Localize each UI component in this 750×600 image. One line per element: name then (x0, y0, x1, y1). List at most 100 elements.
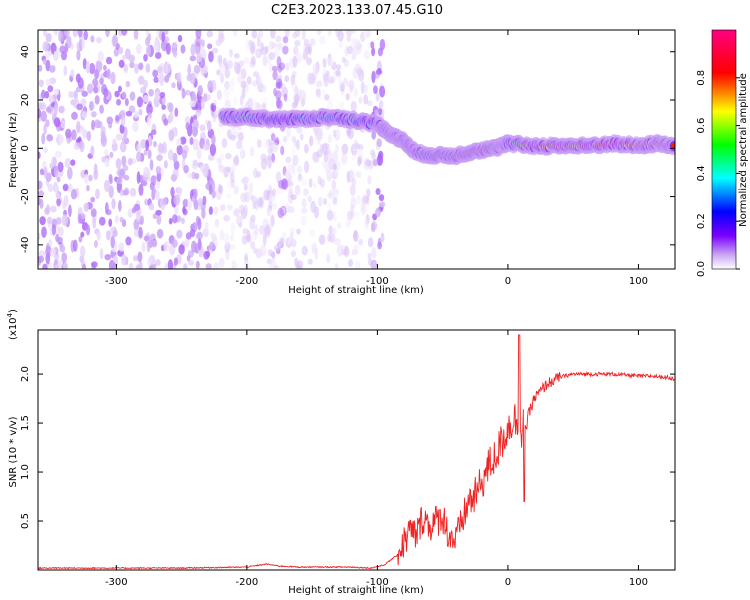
noise-cell (374, 109, 379, 116)
x-tick-label: -300 (105, 276, 128, 287)
noise-cell (244, 252, 249, 263)
noise-cell (231, 260, 238, 269)
noise-cell (157, 66, 163, 74)
noise-cell (154, 190, 160, 201)
noise-cell (290, 238, 297, 248)
noise-cell (49, 77, 57, 85)
noise-cell (258, 30, 264, 38)
noise-cell (327, 56, 335, 67)
noise-cell (353, 244, 360, 253)
noise-cell (56, 176, 61, 183)
noise-cell (229, 48, 233, 58)
noise-cell (259, 244, 267, 257)
noise-cell (52, 157, 57, 167)
noise-cell (127, 208, 133, 218)
noise-cell (259, 225, 266, 235)
noise-cell (168, 217, 173, 225)
noise-cell (50, 205, 57, 213)
noise-cell (190, 43, 196, 56)
noise-cell (93, 169, 99, 181)
noise-cell (345, 218, 351, 228)
noise-cell (71, 111, 78, 120)
noise-cell (291, 135, 297, 143)
noise-cell (143, 235, 150, 242)
noise-cell (129, 91, 136, 101)
noise-cell (134, 63, 139, 74)
noise-cell (332, 210, 337, 222)
noise-cell (287, 163, 292, 177)
noise-cell (201, 208, 206, 219)
noise-cell (118, 200, 122, 212)
noise-cell (233, 60, 238, 73)
noise-cell (303, 143, 309, 154)
noise-cell (312, 62, 320, 76)
noise-cell (197, 238, 202, 251)
noise-cell (232, 30, 238, 37)
noise-cell (60, 51, 68, 61)
noise-cell (364, 219, 369, 229)
noise-cell (143, 79, 148, 89)
noise-cell (271, 42, 278, 49)
noise-cell (365, 159, 372, 167)
noise-cell (250, 214, 256, 223)
noise-cell (103, 65, 107, 71)
noise-cell (290, 194, 297, 200)
noise-cell (39, 216, 46, 226)
noise-cell (86, 130, 92, 142)
noise-cell (326, 209, 334, 221)
noise-cell (53, 165, 59, 178)
noise-cell (171, 42, 178, 49)
noise-cell (51, 223, 57, 236)
noise-cell (122, 64, 129, 74)
noise-cell (353, 87, 359, 98)
noise-cell (271, 251, 276, 262)
noise-cell (187, 172, 193, 179)
noise-cell (277, 207, 284, 219)
noise-cell (168, 102, 174, 113)
noise-cell (243, 183, 248, 191)
noise-cell (196, 231, 203, 240)
noise-cell (257, 196, 263, 208)
noise-cell (343, 246, 350, 258)
noise-cell (76, 103, 84, 111)
noise-cell (233, 52, 240, 59)
noise-cell (336, 244, 344, 257)
noise-cell (187, 64, 192, 76)
noise-cell (127, 157, 133, 166)
noise-cell (114, 215, 119, 224)
noise-cell (138, 62, 144, 71)
noise-cell (225, 152, 232, 160)
noise-cell (367, 236, 374, 248)
noise-cell (249, 146, 255, 157)
spectrogram-x-axis-label: Height of straight line (km) (288, 285, 424, 296)
noise-cell (255, 49, 260, 60)
noise-cell (46, 134, 52, 142)
noise-cell (90, 261, 98, 268)
noise-cell (42, 263, 48, 269)
noise-cell (100, 134, 108, 147)
spectrogram-frame (37, 29, 676, 270)
snr-panel: -300 -200 -100 0 100 0.5 1.0 1.5 2.0 Height of s… (6, 309, 676, 596)
noise-cell (72, 239, 78, 252)
noise-cell (336, 160, 341, 171)
noise-cell (206, 30, 214, 38)
noise-cell (138, 108, 143, 116)
noise-cell (356, 67, 363, 76)
noise-cell (177, 71, 182, 83)
noise-cell (189, 137, 194, 146)
noise-cell (324, 94, 330, 101)
noise-cell (208, 206, 213, 215)
noise-cell (55, 233, 60, 243)
noise-cell (114, 90, 120, 98)
noise-cell (287, 236, 292, 245)
noise-cell (90, 208, 97, 218)
noise-cell (110, 71, 116, 85)
noise-cell (336, 222, 342, 229)
noise-cell (366, 42, 371, 49)
noise-cell (98, 216, 106, 226)
noise-cell (355, 211, 360, 219)
noise-cell (299, 133, 304, 141)
noise-cell (94, 94, 100, 105)
noise-cell (223, 88, 230, 100)
noise-cell (332, 129, 337, 138)
